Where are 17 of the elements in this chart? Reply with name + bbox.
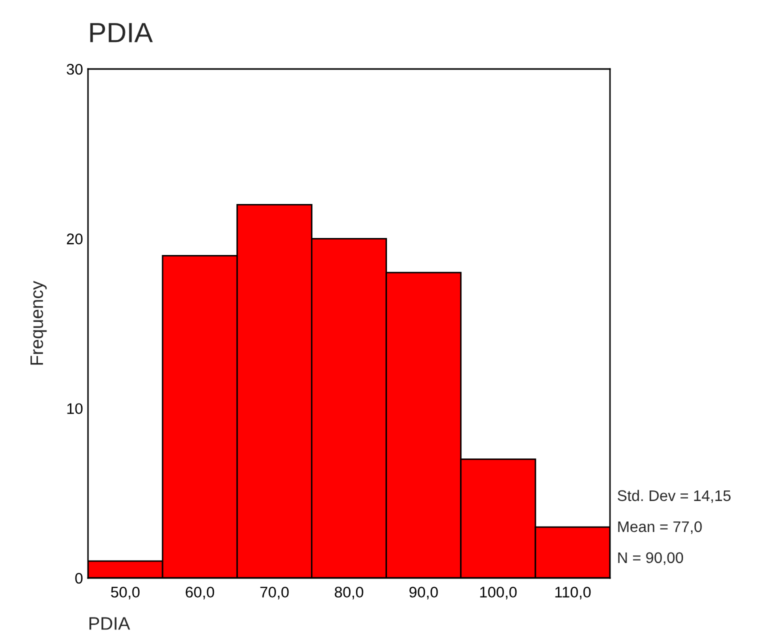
x-tick-label: 50,0: [111, 586, 140, 600]
x-tick-label: 80,0: [334, 586, 364, 600]
chart-title: PDIA: [90, 23, 153, 42]
y-axis-title: Frequency: [30, 280, 47, 365]
x-tick-label: 60,0: [186, 586, 214, 600]
x-tick-label: 70,0: [260, 586, 289, 600]
y-tick-label: 0: [75, 572, 83, 584]
y-tick-label: 20: [66, 234, 83, 244]
y-tick-label: 10: [67, 403, 83, 414]
x-tick-label: 100,0: [480, 586, 517, 600]
text: Mean = 77,0: [618, 521, 702, 534]
text: Std. Dev = 14,15: [618, 490, 731, 503]
x-tick-label: 110,0: [555, 586, 591, 600]
x-axis-title: PDIA: [89, 617, 130, 630]
text: N = 90,00: [618, 552, 684, 565]
y-tick-label: 30: [66, 64, 83, 75]
x-tick-label: 90,0: [409, 586, 438, 600]
